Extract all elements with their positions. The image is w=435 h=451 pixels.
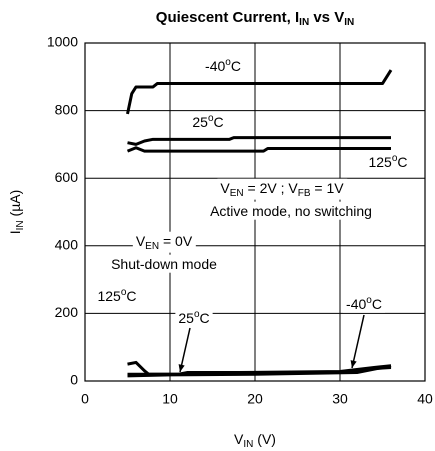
- y-tick-label: 0: [70, 372, 78, 388]
- x-tick-label: 0: [81, 391, 89, 407]
- text-part: = 0V: [159, 233, 193, 249]
- chart-title: Quiescent Current, IIN vs VIN: [156, 9, 354, 28]
- text-part: FB: [298, 188, 311, 199]
- annotation: -40oC: [346, 295, 382, 312]
- label-background: [108, 254, 221, 273]
- annotation: 125oC: [97, 287, 136, 304]
- text-part: V: [220, 180, 230, 196]
- annotation: Active mode, no switching: [210, 203, 372, 219]
- text-part: C: [126, 288, 136, 304]
- text-part: o: [366, 295, 372, 306]
- text-part: o: [194, 309, 200, 320]
- text-part: (V): [253, 431, 276, 447]
- text-part: o: [121, 287, 127, 298]
- text-part: = 1V: [311, 180, 345, 196]
- text-part: Quiescent Current, I: [156, 9, 299, 26]
- text-part: (µA): [7, 190, 23, 221]
- text-part: C: [397, 154, 407, 170]
- text-part: C: [200, 310, 210, 326]
- text-part: 125: [97, 288, 121, 304]
- text-part: V: [234, 431, 244, 447]
- text-part: I: [7, 230, 23, 234]
- y-tick-label: 200: [55, 304, 79, 320]
- arrow: [351, 314, 365, 369]
- text-part: C: [231, 58, 241, 74]
- label-background: [217, 178, 348, 200]
- y-tick-label: 400: [55, 237, 79, 253]
- annotation: VEN = 0V: [136, 233, 193, 252]
- text-part: IN: [243, 439, 253, 450]
- annotation: Shut-down mode: [111, 256, 217, 272]
- text-part: IN: [15, 220, 26, 230]
- y-tick-label: 1000: [47, 34, 78, 50]
- text-part: 125: [368, 154, 392, 170]
- x-tick-label: 30: [332, 391, 348, 407]
- annotation: 25oC: [192, 113, 223, 130]
- text-part: EN: [145, 241, 159, 252]
- label-background: [207, 201, 375, 220]
- text-part: 25: [192, 114, 208, 130]
- label-background: [343, 293, 385, 313]
- text-part: IN: [299, 17, 309, 28]
- annotation: 125oC: [368, 153, 407, 170]
- plot-frame: [84, 42, 426, 382]
- text-part: o: [208, 113, 214, 124]
- x-tick-label: 10: [162, 391, 178, 407]
- text-part: C: [372, 296, 382, 312]
- arrow: [179, 327, 191, 373]
- arrow-head: [178, 364, 185, 372]
- label-background: [132, 231, 196, 253]
- text-part: Shut-down mode: [111, 256, 217, 272]
- label-background: [94, 285, 140, 305]
- arrow-head: [350, 360, 357, 368]
- data-line: [127, 136, 391, 146]
- y-axis-label: IIN (µA): [7, 190, 26, 235]
- x-tick-label: 40: [417, 391, 433, 407]
- text-part: o: [225, 57, 231, 68]
- annotation: -40oC: [205, 57, 241, 74]
- data-line: [126, 146, 391, 153]
- x-axis-label: VIN (V): [234, 431, 276, 450]
- y-tick-label: 800: [55, 101, 79, 117]
- text-part: C: [214, 114, 224, 130]
- text-part: -40: [205, 58, 225, 74]
- text-part: 25: [178, 310, 194, 326]
- label-background: [175, 307, 213, 327]
- label-background: [202, 55, 244, 75]
- data-line: [127, 364, 392, 378]
- text-part: EN: [230, 188, 244, 199]
- label-background: [365, 151, 411, 171]
- annotation: 25oC: [178, 309, 209, 326]
- text-part: V: [136, 233, 146, 249]
- text-part: IN: [344, 17, 354, 28]
- y-tick-label: 600: [55, 169, 79, 185]
- text-part: o: [392, 153, 398, 164]
- data-line: [126, 69, 393, 115]
- text-part: = 2V ; V: [244, 180, 299, 196]
- x-tick-label: 20: [247, 391, 263, 407]
- text-part: vs V: [309, 9, 344, 26]
- label-background: [189, 111, 227, 131]
- text-part: Active mode, no switching: [210, 203, 372, 219]
- annotation: VEN = 2V ; VFB = 1V: [220, 180, 344, 199]
- text-part: -40: [346, 296, 366, 312]
